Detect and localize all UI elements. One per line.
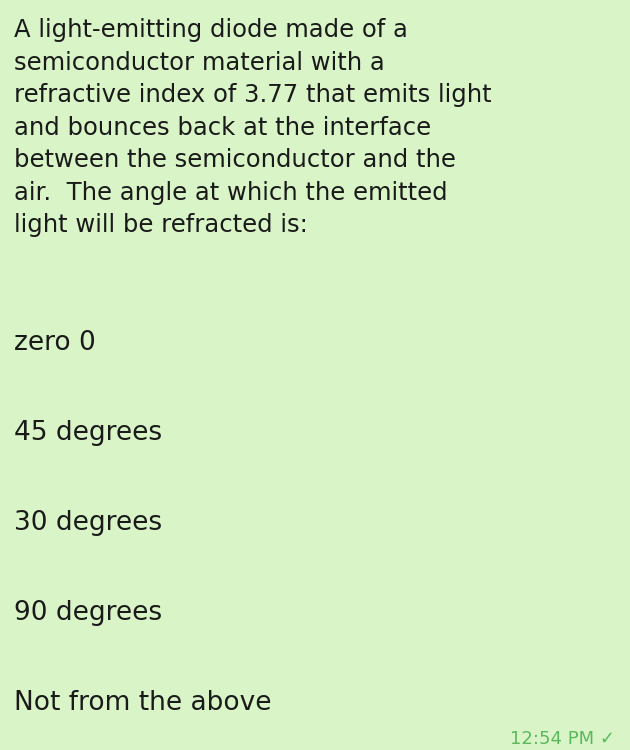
Text: 30 degrees: 30 degrees [14,510,162,536]
Text: Not from the above: Not from the above [14,690,272,716]
Text: zero 0: zero 0 [14,330,96,356]
Text: 90 degrees: 90 degrees [14,600,162,626]
Text: A light-emitting diode made of a
semiconductor material with a
refractive index : A light-emitting diode made of a semicon… [14,18,491,237]
Text: 12:54 PM ✓: 12:54 PM ✓ [510,730,615,748]
Text: 45 degrees: 45 degrees [14,420,162,446]
